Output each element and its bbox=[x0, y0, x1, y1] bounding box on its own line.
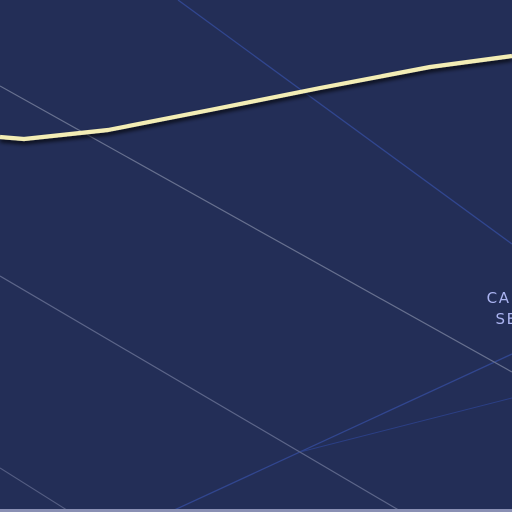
district-label: CADEM SECT bbox=[448, 288, 512, 330]
minor-road bbox=[0, 85, 512, 373]
map-bottom-edge bbox=[0, 509, 512, 512]
district-label-line-2: SECT bbox=[495, 310, 512, 328]
minor-road bbox=[0, 467, 71, 512]
district-label-line-1: CADEM bbox=[486, 289, 512, 307]
minor-road bbox=[0, 275, 403, 512]
transit-line bbox=[177, 0, 512, 245]
major-road bbox=[0, 53, 512, 142]
transit-line bbox=[299, 397, 512, 453]
transit-line bbox=[169, 353, 512, 512]
